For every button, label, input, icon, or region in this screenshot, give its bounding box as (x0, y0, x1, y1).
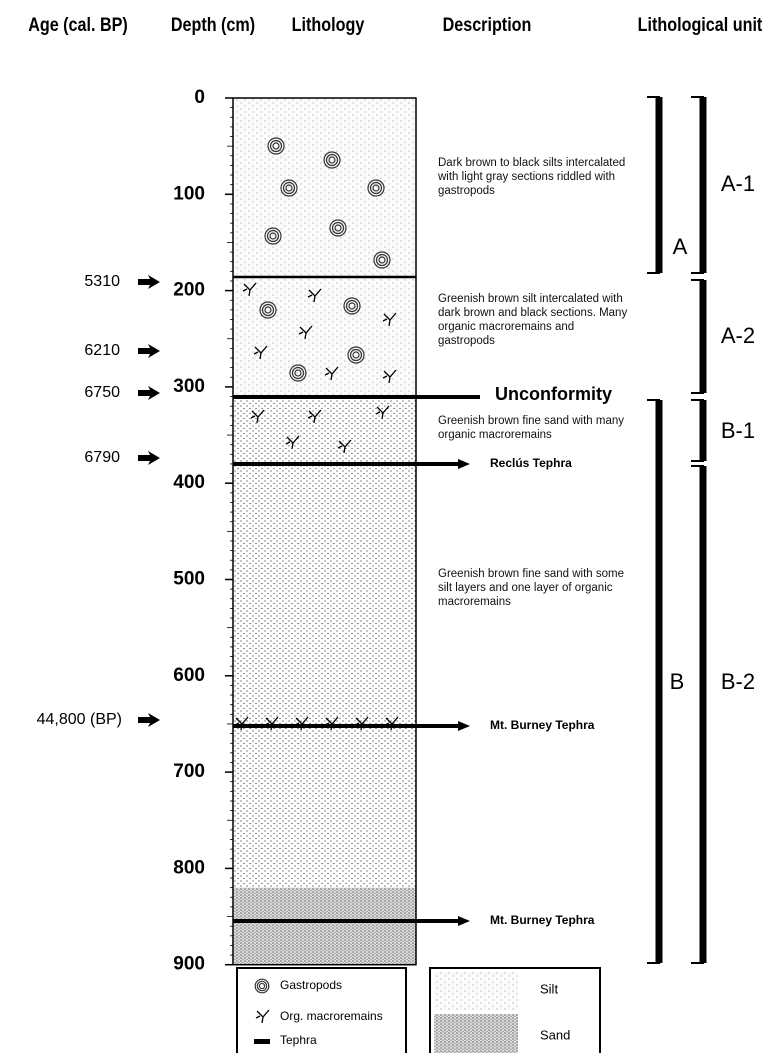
depth-tick-label: 800 (173, 857, 205, 878)
legend-label: Silt (540, 981, 558, 996)
arrow-head (458, 916, 470, 926)
age-arrow (138, 275, 160, 289)
unit-label: B-2 (721, 669, 755, 694)
arrow-head (458, 459, 470, 469)
depth-tick-label: 600 (173, 665, 205, 686)
column-header: Age (cal. BP) (28, 14, 128, 36)
description: Greenish brown fine sand with some silt … (438, 567, 638, 609)
depth-tick-label: 100 (173, 183, 205, 204)
legend-label: Tephra (280, 1033, 317, 1047)
description: Dark brown to black silts intercalated w… (438, 156, 628, 198)
unit-label: A-2 (721, 323, 755, 348)
boundary-label: Reclús Tephra (490, 456, 572, 470)
unit-label: A-1 (721, 171, 755, 196)
boundary-label: Mt. Burney Tephra (490, 913, 595, 927)
depth-tick-label: 200 (173, 280, 205, 301)
column-header: Description (443, 14, 532, 36)
silt-swatch (434, 972, 518, 1010)
age-label: 44,800 (BP) (37, 711, 122, 728)
column-header: Lithological unit (638, 14, 763, 36)
depth-tick-label: 400 (173, 472, 205, 493)
depth-tick-label: 900 (173, 954, 205, 975)
legend-label: Sand (540, 1027, 570, 1042)
sand-swatch (434, 1014, 518, 1053)
depth-tick-label: 0 (194, 87, 205, 108)
tephra-swatch (254, 1039, 270, 1044)
unit-label: B-1 (721, 418, 755, 443)
age-label: 6750 (84, 384, 120, 401)
legend-label: Org. macroremains (280, 1009, 383, 1023)
boundary-label: Unconformity (495, 384, 612, 404)
arrow-head (458, 721, 470, 731)
age-label: 6210 (84, 342, 120, 359)
age-label: 6790 (84, 449, 120, 466)
sand-fill (233, 397, 416, 888)
unit-label: B (670, 669, 685, 694)
boundary-label: Mt. Burney Tephra (490, 718, 595, 732)
age-arrow (138, 713, 160, 727)
depth-tick-label: 300 (173, 376, 205, 397)
column-header: Lithology (292, 14, 365, 36)
depth-tick-label: 700 (173, 761, 205, 782)
age-label: 5310 (84, 273, 120, 290)
description: Greenish brown fine sand with many organ… (438, 414, 638, 442)
age-arrow (138, 344, 160, 358)
dense-sand-fill (233, 888, 416, 965)
description: Greenish brown silt intercalated with da… (438, 292, 633, 348)
legend-label: Gastropods (280, 978, 342, 992)
depth-tick-label: 500 (173, 569, 205, 590)
column-header: Depth (cm) (171, 14, 255, 36)
age-arrow (138, 451, 160, 465)
unit-label: A (673, 234, 688, 259)
age-arrow (138, 386, 160, 400)
figure: Age (cal. BP) Depth (cm) Lithology Descript… (0, 0, 772, 1053)
page: Age (cal. BP) Depth (cm) Lithology Descript… (0, 0, 772, 1053)
